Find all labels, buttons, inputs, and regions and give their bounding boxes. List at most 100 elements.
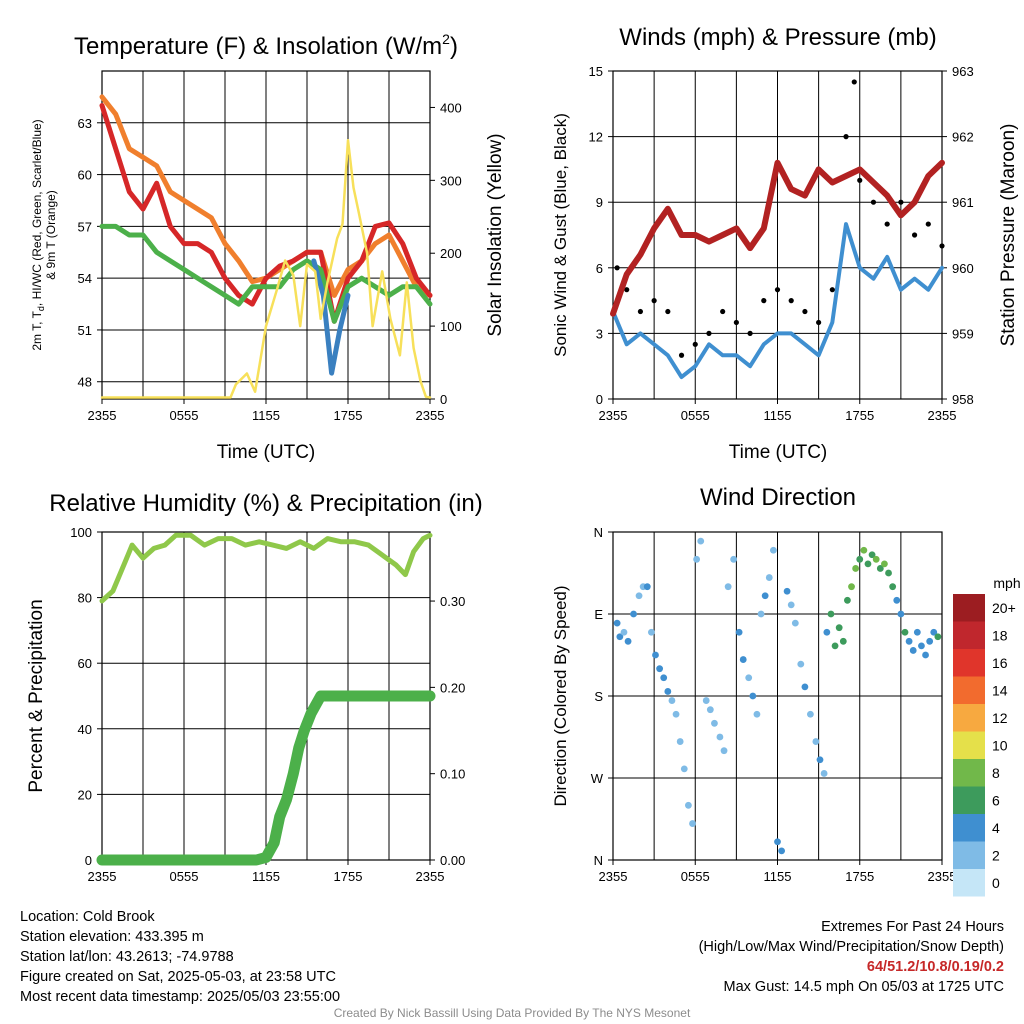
direction-point xyxy=(918,642,925,650)
winds-ylabel-left: Sonic Wind & Gust (Blue, Black) xyxy=(551,113,570,357)
x-tick-label: 1755 xyxy=(845,408,874,423)
gust-point xyxy=(692,341,698,347)
direction-point xyxy=(831,642,839,650)
gust-point xyxy=(637,308,644,315)
x-tick-label: 2355 xyxy=(599,408,628,423)
legend-label: 10 xyxy=(992,737,1008,753)
y-tick-label-right: 0.30 xyxy=(440,594,465,609)
humidity-line xyxy=(99,532,433,604)
direction-point xyxy=(706,706,714,714)
gust-point xyxy=(678,352,685,358)
temperature-plot: 2355 0555 1155 1755 2355 48 51 54 57 60 63 0 100 200 3… xyxy=(78,70,462,423)
y-tick-label-right: 400 xyxy=(440,100,462,115)
gust-point xyxy=(802,308,808,315)
direction-point xyxy=(839,637,847,645)
legend-swatch xyxy=(953,814,985,842)
direction-point xyxy=(823,628,831,636)
temperature-series-line xyxy=(311,258,351,376)
direction-point xyxy=(881,560,888,568)
direction-point xyxy=(889,583,897,591)
direction-point xyxy=(860,546,868,554)
y-tick-label: 9 xyxy=(596,195,603,210)
extremes-subheading: (High/Low/Max Wind/Precipitation/Snow De… xyxy=(698,939,1004,955)
direction-point xyxy=(791,619,799,627)
gust-point xyxy=(898,199,904,205)
winds-ylabel-right: Station Pressure (Maroon) xyxy=(998,124,1019,347)
direction-point xyxy=(820,770,828,777)
direction-point xyxy=(697,537,705,545)
x-tick-label: 2355 xyxy=(599,869,628,884)
temperature-series-line xyxy=(99,103,433,324)
direction-point xyxy=(905,637,913,645)
x-tick-label: 2355 xyxy=(928,869,957,884)
direction-point xyxy=(864,560,872,568)
y-tick-label-right: 961 xyxy=(952,195,974,210)
gust-point xyxy=(706,330,712,336)
location-text: Location: Cold Brook xyxy=(20,909,155,925)
gust-point xyxy=(857,177,863,183)
direction-point xyxy=(913,628,921,636)
direction-point xyxy=(643,583,651,591)
temperature-ylabel-left: 2m T, Td, HI/WC (Red, Green, Scarlet/Blu… xyxy=(30,119,46,350)
x-tick-label: 1155 xyxy=(252,869,280,884)
temperature-series-line xyxy=(99,223,433,324)
direction-point xyxy=(720,747,728,755)
direction-point xyxy=(816,756,824,764)
y-tick-label-right: 960 xyxy=(952,261,974,276)
direction-point xyxy=(652,651,659,659)
y-tick-label: 12 xyxy=(589,130,603,145)
y-tick-label: 0 xyxy=(85,853,92,868)
created-text: Figure created on Sat, 2025-05-03, at 23… xyxy=(20,969,336,985)
legend-swatch xyxy=(953,869,985,897)
direction-tick-label: N xyxy=(594,525,603,540)
x-tick-label: 0555 xyxy=(170,408,199,423)
direction-point xyxy=(647,628,655,636)
y-tick-label-right: 963 xyxy=(952,64,974,79)
temperature-series-line xyxy=(100,138,432,399)
x-tick-label: 1155 xyxy=(252,408,280,423)
legend-swatch xyxy=(953,786,985,814)
legend-swatch xyxy=(953,621,985,649)
legend-title: mph xyxy=(993,575,1020,591)
direction-point xyxy=(660,674,668,682)
x-tick-label: 0555 xyxy=(681,408,710,423)
x-tick-label: 1155 xyxy=(764,408,792,423)
y-tick-label-right: 0 xyxy=(440,392,447,407)
station-info: Location: Cold Brook Station elevation: … xyxy=(20,907,340,1007)
direction-point xyxy=(613,619,621,627)
legend-swatch xyxy=(953,704,985,732)
extremes-info: Extremes For Past 24 Hours (High/Low/Max… xyxy=(699,917,1004,997)
direction-point xyxy=(801,683,809,691)
direction-point xyxy=(616,633,624,641)
gust-point xyxy=(816,319,822,326)
humidity-title: Relative Humidity (%) & Precipitation (i… xyxy=(49,490,482,517)
direction-point xyxy=(926,637,934,645)
gust-point xyxy=(843,134,849,140)
max-gust-text: Max Gust: 14.5 mph On 05/03 at 1725 UTC xyxy=(723,979,1004,995)
y-tick-label: 60 xyxy=(78,656,92,671)
x-tick-label: 1755 xyxy=(334,869,363,884)
direction-point xyxy=(749,692,757,700)
gust-point xyxy=(733,319,739,326)
direction-plot: 2355 0555 1155 1755 2355NWSEN20+181614121086… xyxy=(591,525,1016,897)
humidity-ylabel-left: Percent & Precipitation xyxy=(26,599,47,792)
y-tick-label: 63 xyxy=(78,116,92,131)
gust-point xyxy=(665,308,671,315)
direction-point xyxy=(680,765,688,773)
gust-point xyxy=(911,232,918,238)
gust-point xyxy=(884,221,890,227)
gust-point xyxy=(614,265,620,271)
winds-title: Winds (mph) & Pressure (mb) xyxy=(619,24,936,51)
direction-point xyxy=(876,565,884,572)
direction-point xyxy=(812,738,820,745)
y-tick-label: 60 xyxy=(78,168,92,183)
direction-point xyxy=(774,838,781,846)
y-tick-label-right: 962 xyxy=(952,130,974,145)
extremes-values: 64/51.2/10.8/0.19/0.2 xyxy=(866,959,1004,975)
direction-point xyxy=(676,738,684,745)
direction-point xyxy=(711,719,718,727)
y-tick-label: 0 xyxy=(596,392,603,407)
legend-swatch xyxy=(953,649,985,677)
direction-point xyxy=(922,651,929,659)
gust-point xyxy=(788,298,794,304)
